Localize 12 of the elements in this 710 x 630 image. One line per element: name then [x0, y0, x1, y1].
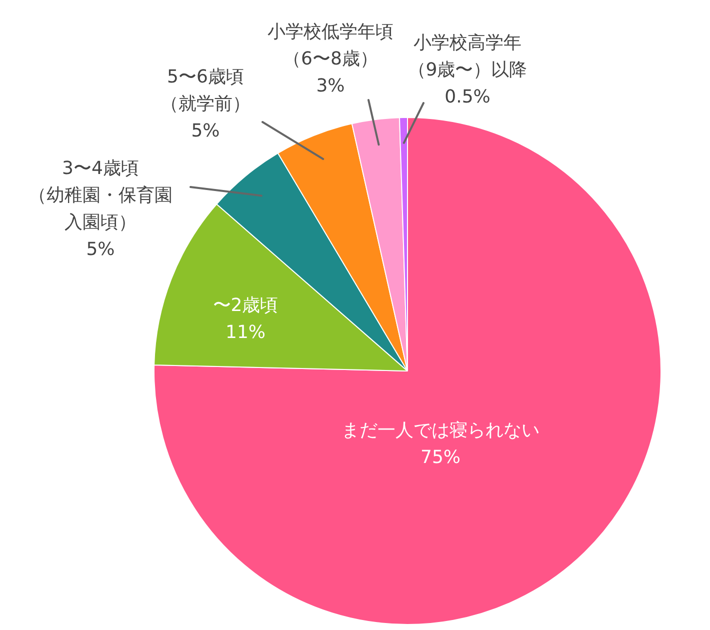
slice-label: 小学校高学年（9歳〜）以降	[408, 32, 528, 81]
slice-label: 5〜6歳頃（就学前）	[160, 66, 250, 115]
slice-label: 〜2歳頃	[212, 295, 278, 316]
data-label: 5%	[191, 120, 220, 142]
slice-label: 3〜4歳頃（幼稚園・保育園入園頃）	[28, 158, 172, 234]
data-label: 5%	[86, 239, 115, 260]
data-label: 0.5%	[444, 86, 490, 108]
data-label: 75%	[420, 447, 461, 468]
slice-label: まだ一人では寝られない	[342, 420, 540, 442]
data-label: 11%	[225, 322, 266, 344]
data-label: 3%	[316, 76, 345, 97]
slice-label: 小学校低学年頃（6〜8歳）	[268, 22, 394, 70]
